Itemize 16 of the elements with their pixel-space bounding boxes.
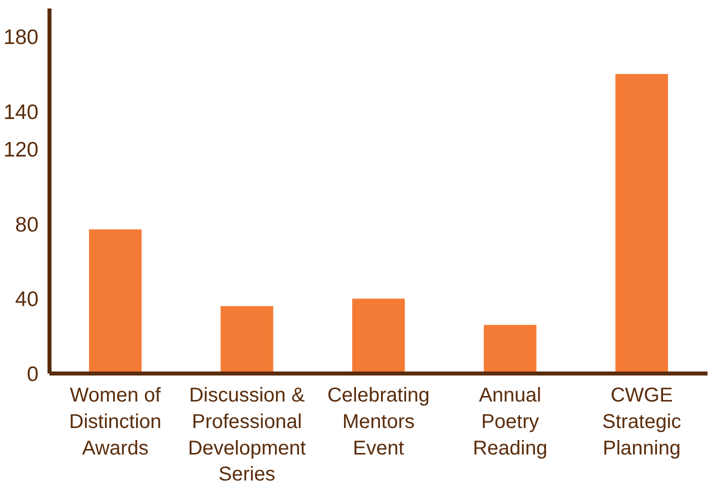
bar — [220, 306, 274, 374]
x-tick-label: Women of Distinction Awards — [69, 384, 162, 460]
x-tick-label: CWGE Strategic Planning — [602, 384, 682, 460]
y-tick-label: 40 — [15, 288, 38, 312]
bar — [352, 298, 405, 374]
y-tick-label: 140 — [3, 100, 39, 124]
y-tick-label: 0 — [26, 363, 39, 386]
x-tick-label: Discussion & Professional Development Series — [188, 384, 306, 486]
bar — [88, 229, 142, 374]
bar — [484, 324, 536, 374]
y-tick-label: 180 — [3, 26, 39, 50]
x-tick-label: Annual Poetry Reading — [472, 384, 548, 460]
y-tick-label: 120 — [3, 138, 39, 162]
x-tick-label: Celebrating Mentors Event — [327, 384, 430, 460]
bar — [615, 74, 668, 374]
y-tick-label: 80 — [15, 213, 38, 236]
